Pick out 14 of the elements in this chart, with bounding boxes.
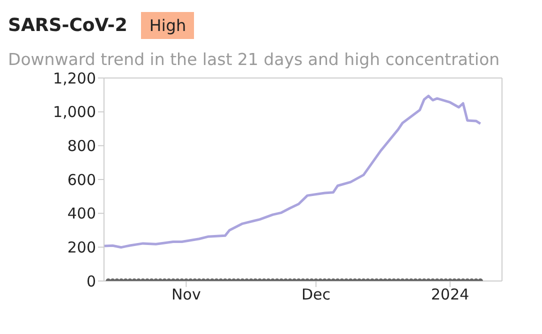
y-tick-label: 600: [67, 170, 96, 189]
y-tick-label: 200: [67, 238, 96, 256]
y-tick-label: 0: [86, 272, 96, 290]
x-tick-label: 2024: [430, 286, 470, 304]
y-tick-label: 800: [67, 136, 96, 155]
chart-title: SARS-CoV-2: [8, 14, 128, 36]
y-tick-label: 1,200: [53, 69, 96, 88]
x-tick-label: Nov: [172, 286, 201, 304]
y-tick-label: 1,000: [53, 103, 96, 122]
x-tick-label: Dec: [301, 286, 330, 304]
line-series: [104, 94, 482, 249]
text: High: [141, 12, 194, 38]
chart-subtitle: Downward trend in the last 21 days and high concentration: [8, 50, 501, 69]
y-tick-label: 400: [67, 204, 96, 223]
